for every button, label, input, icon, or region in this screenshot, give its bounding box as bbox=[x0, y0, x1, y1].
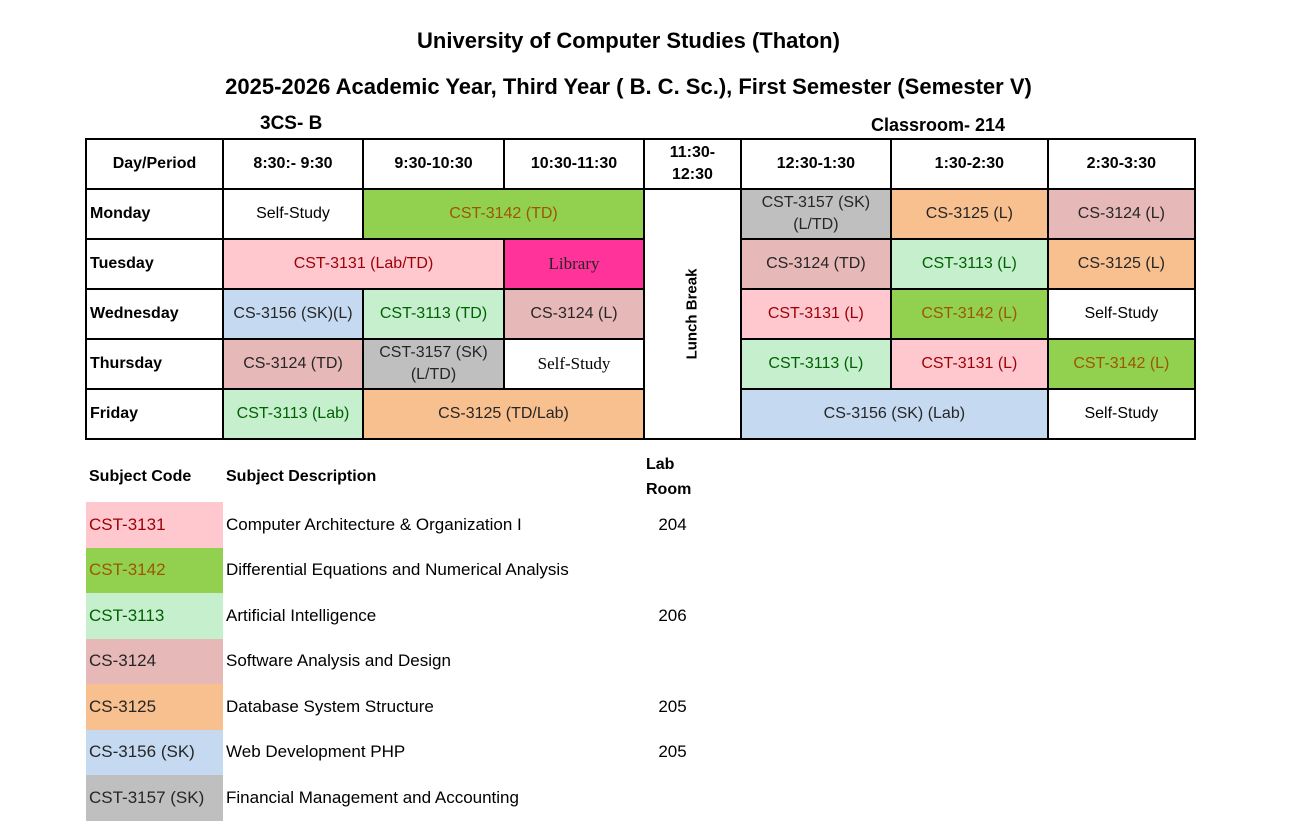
monday-period-4: CST-3157 (SK) (L/TD) bbox=[739, 188, 892, 240]
legend-description: Web Development PHP bbox=[226, 742, 406, 762]
legend-code: CST-3113 bbox=[86, 593, 223, 639]
tuesday-period-4: CS-3124 (TD) bbox=[739, 238, 892, 290]
legend-header-lab-room: Lab Room bbox=[646, 452, 699, 502]
legend-code: CS-3125 bbox=[86, 684, 223, 730]
legend-code: CST-3131 bbox=[86, 502, 223, 548]
legend-row: CST-3157 (SK) Financial Management and A… bbox=[86, 775, 699, 821]
day-monday: Monday bbox=[85, 188, 224, 240]
legend-code: CS-3124 bbox=[86, 638, 223, 684]
wednesday-period-4: CST-3131 (L) bbox=[739, 288, 892, 340]
thursday-period-6: CST-3142 (L) bbox=[1046, 338, 1196, 390]
friday-period-4-5: CS-3156 (SK) (Lab) bbox=[739, 388, 1049, 440]
legend-header-description: Subject Description bbox=[226, 468, 377, 485]
day-tuesday: Tuesday bbox=[85, 238, 224, 290]
friday-period-1: CST-3113 (Lab) bbox=[222, 388, 364, 440]
legend-description: Database System Structure bbox=[226, 696, 434, 716]
legend-row: CS-3156 (SK) Web Development PHP 205 bbox=[86, 729, 699, 775]
legend-header-row: Subject Code Subject Description Lab Room bbox=[86, 452, 699, 502]
tuesday-period-1-2: CST-3131 (Lab/TD) bbox=[222, 238, 505, 290]
wednesday-period-6: Self-Study bbox=[1046, 288, 1196, 340]
tuesday-period-6: CS-3125 (L) bbox=[1046, 238, 1196, 290]
legend-row: CS-3125 Database System Structure 205 bbox=[86, 684, 699, 730]
timetable-header-row: Day/Period 8:30:- 9:30 9:30-10:30 10:30-… bbox=[85, 138, 1196, 190]
header-period-4: 12:30-1:30 bbox=[739, 138, 892, 190]
friday-period-6: Self-Study bbox=[1046, 388, 1196, 440]
header-lunch-time: 11:30- 12:30 bbox=[643, 138, 742, 190]
timetable-row-friday: Friday CST-3113 (Lab) CS-3125 (TD/Lab) C… bbox=[85, 388, 1196, 440]
header-period-3: 10:30-11:30 bbox=[503, 138, 645, 190]
legend-lab-room bbox=[646, 639, 699, 685]
timetable-row-monday: Monday Self-Study CST-3142 (TD) Lunch Br… bbox=[85, 188, 1196, 440]
lab-header-line2: Room bbox=[646, 481, 692, 498]
legend-row: CST-3142 Differential Equations and Nume… bbox=[86, 547, 699, 594]
lunch-time-end: 12:30 bbox=[671, 166, 713, 183]
legend-description: Software Analysis and Design bbox=[226, 651, 451, 671]
thursday-period-3: Self-Study bbox=[503, 338, 645, 390]
thursday-period-2-line2: (L/TD) bbox=[410, 366, 457, 383]
thursday-period-2-line1: CST-3157 (SK) bbox=[379, 344, 488, 361]
legend-row: CST-3113 Artificial Intelligence 206 bbox=[86, 593, 699, 639]
thursday-period-4: CST-3113 (L) bbox=[739, 338, 892, 390]
legend-description: Differential Equations and Numerical Ana… bbox=[226, 560, 569, 580]
semester-subtitle: 2025-2026 Academic Year, Third Year ( B.… bbox=[225, 74, 1032, 99]
lab-header-line1: Lab bbox=[646, 456, 675, 473]
header-period-6: 2:30-3:30 bbox=[1046, 138, 1196, 190]
monday-period-2-3: CST-3142 (TD) bbox=[362, 188, 645, 240]
monday-period-6: CS-3124 (L) bbox=[1046, 188, 1196, 240]
legend-lab-room: 206 bbox=[658, 605, 687, 625]
header-period-5: 1:30-2:30 bbox=[889, 138, 1049, 190]
legend-code: CS-3156 (SK) bbox=[86, 729, 223, 775]
legend-header-code: Subject Code bbox=[89, 468, 192, 485]
university-title: University of Computer Studies (Thaton) bbox=[417, 28, 840, 53]
thursday-period-1: CS-3124 (TD) bbox=[222, 338, 364, 390]
legend-description: Financial Management and Accounting bbox=[226, 787, 519, 807]
friday-period-2-3: CS-3125 (TD/Lab) bbox=[362, 388, 645, 440]
wednesday-period-2: CST-3113 (TD) bbox=[362, 288, 505, 340]
header-day-period: Day/Period bbox=[85, 138, 224, 190]
timetable: Day/Period 8:30:- 9:30 9:30-10:30 10:30-… bbox=[85, 138, 1196, 440]
day-friday: Friday bbox=[85, 388, 224, 440]
legend-description: Artificial Intelligence bbox=[226, 605, 377, 625]
lunch-time-start: 11:30- bbox=[669, 144, 716, 161]
legend-lab-room bbox=[646, 548, 699, 594]
legend-row: CST-3131 Computer Architecture & Organiz… bbox=[86, 502, 699, 548]
subject-legend: Subject Code Subject Description Lab Room… bbox=[86, 452, 699, 821]
thursday-period-5: CST-3131 (L) bbox=[889, 338, 1049, 390]
header-period-2: 9:30-10:30 bbox=[362, 138, 505, 190]
legend-lab-room: 205 bbox=[658, 696, 687, 716]
tuesday-period-5: CST-3113 (L) bbox=[889, 238, 1049, 290]
wednesday-period-1: CS-3156 (SK)(L) bbox=[222, 288, 364, 340]
wednesday-period-3: CS-3124 (L) bbox=[503, 288, 645, 340]
timetable-row-wednesday: Wednesday CS-3156 (SK)(L) CST-3113 (TD) … bbox=[85, 288, 1196, 340]
monday-period-1: Self-Study bbox=[222, 188, 364, 240]
lunch-break-label: Lunch Break bbox=[683, 268, 701, 360]
legend-lab-room bbox=[646, 775, 699, 821]
timetable-row-tuesday: Tuesday CST-3131 (Lab/TD) Library CS-312… bbox=[85, 238, 1196, 290]
monday-period-4-line1: CST-3157 (SK) bbox=[761, 194, 871, 211]
legend-code: CST-3142 bbox=[86, 547, 223, 593]
legend-description: Computer Architecture & Organization I bbox=[226, 514, 522, 534]
thursday-period-2: CST-3157 (SK) (L/TD) bbox=[362, 338, 505, 390]
legend-lab-room: 204 bbox=[658, 514, 687, 534]
class-name: 3CS- B bbox=[260, 113, 323, 134]
header-period-1: 8:30:- 9:30 bbox=[222, 138, 364, 190]
legend-row: CS-3124 Software Analysis and Design bbox=[86, 638, 699, 685]
monday-period-4-line2: (L/TD) bbox=[793, 216, 839, 233]
classroom-label: Classroom- 214 bbox=[871, 115, 1006, 135]
timetable-row-thursday: Thursday CS-3124 (TD) CST-3157 (SK) (L/TD… bbox=[85, 338, 1196, 390]
day-thursday: Thursday bbox=[85, 338, 224, 390]
wednesday-period-5: CST-3142 (L) bbox=[889, 288, 1049, 340]
lunch-break-cell: Lunch Break bbox=[643, 188, 742, 440]
tuesday-period-3: Library bbox=[503, 238, 645, 290]
legend-lab-room: 205 bbox=[658, 742, 687, 762]
monday-period-5: CS-3125 (L) bbox=[889, 188, 1049, 240]
day-wednesday: Wednesday bbox=[85, 288, 224, 340]
legend-code: CST-3157 (SK) bbox=[86, 775, 223, 821]
